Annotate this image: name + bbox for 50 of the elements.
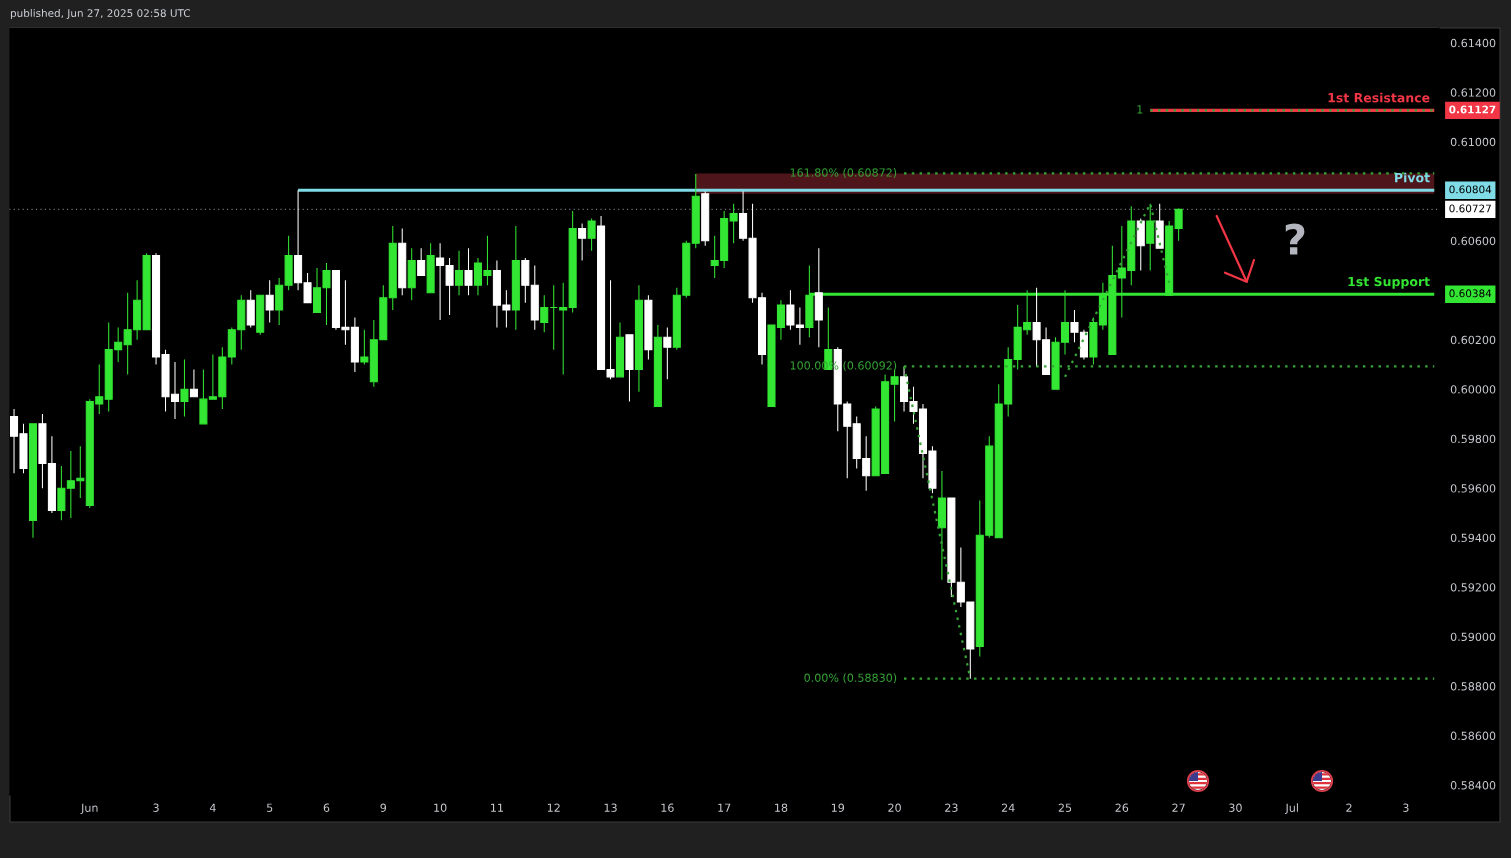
y-tick-label: 0.61400 <box>1450 38 1496 48</box>
x-tick-label: Jun <box>80 803 98 814</box>
y-tick-label: 0.58800 <box>1450 682 1496 691</box>
x-tick-label: 11 <box>491 803 503 812</box>
y-tick-label: 0.60000 <box>1450 385 1496 394</box>
series-label: 1st Resistance <box>1328 92 1430 103</box>
x-tick-label: 3 <box>1403 803 1409 812</box>
x-tick-label: 18 <box>775 803 788 812</box>
series-label: 1 <box>1137 105 1143 114</box>
data-label: 0.60804 <box>1449 185 1492 194</box>
x-tick-label: 30 <box>1229 803 1242 812</box>
x-tick-label: 12 <box>547 803 560 812</box>
y-tick-label: 0.58400 <box>1450 781 1496 790</box>
x-tick-label: 23 <box>945 803 958 812</box>
series-label: 0.00% (0.58830) <box>804 673 897 684</box>
y-tick-label: 0.61200 <box>1450 88 1496 97</box>
x-tick-label: 4 <box>209 803 216 812</box>
x-tick-label: 6 <box>323 803 330 812</box>
annotation: ? <box>1285 223 1305 255</box>
y-tick-label: 0.58600 <box>1450 731 1496 740</box>
ref-line-label: 0.60727 <box>1449 204 1491 213</box>
x-tick-label: 26 <box>1115 803 1129 812</box>
y-tick-label: 0.60200 <box>1450 335 1496 345</box>
text: published, Jun 27, 2025 02:58 UTC <box>10 8 190 20</box>
x-tick-label: 9 <box>380 803 387 812</box>
series-label: 161.80% (0.60872) <box>790 168 897 179</box>
y-tick-label: 0.59000 <box>1450 632 1496 642</box>
x-tick-label: 5 <box>267 803 273 812</box>
x-tick-label: 25 <box>1058 803 1072 812</box>
x-tick-label: 13 <box>604 803 617 812</box>
data-label: 0.61127 <box>1449 105 1496 114</box>
x-tick-label: 17 <box>718 803 731 812</box>
y-tick-label: 0.59600 <box>1450 484 1496 493</box>
y-tick-label: 0.59200 <box>1450 583 1496 592</box>
y-tick-label: 0.61000 <box>1450 137 1496 147</box>
y-tick-label: 0.60600 <box>1450 236 1496 246</box>
x-tick-label: 10 <box>434 803 447 812</box>
data-label: 0.60384 <box>1449 289 1492 298</box>
y-tick-label: 0.59800 <box>1450 434 1496 444</box>
x-tick-label: 19 <box>831 803 845 812</box>
x-tick-label: 24 <box>1001 803 1015 812</box>
x-tick-label: Jul <box>1284 803 1298 814</box>
x-tick-label: 2 <box>1346 803 1352 812</box>
x-tick-label: 3 <box>153 803 159 812</box>
x-tick-label: 27 <box>1172 803 1185 812</box>
series-label: Pivot <box>1395 172 1430 183</box>
x-tick-label: 16 <box>661 803 674 812</box>
y-tick-label: 0.59400 <box>1450 533 1496 543</box>
x-tick-label: 20 <box>888 803 901 812</box>
series-label: 1st Support <box>1348 276 1430 289</box>
